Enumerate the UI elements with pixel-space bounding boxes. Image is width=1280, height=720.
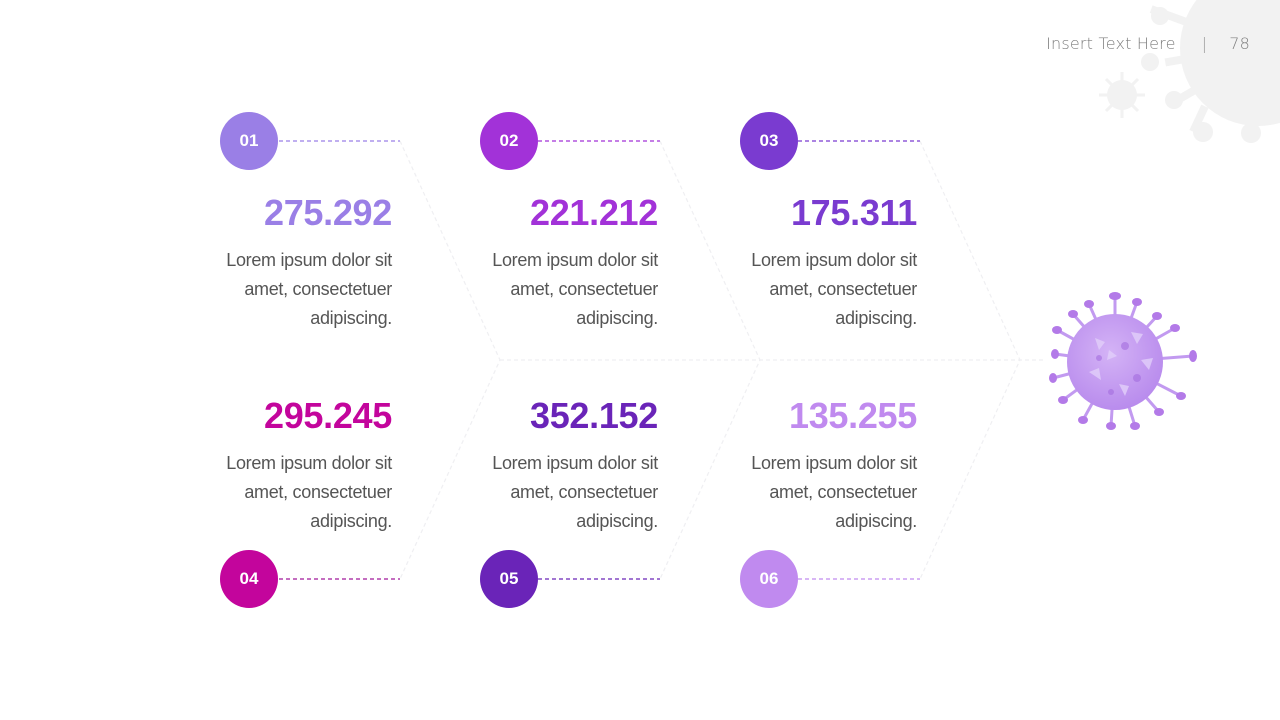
- virus-icon: [1049, 292, 1197, 430]
- stat-block-06: 135.255 Lorem ipsum dolor sit amet, cons…: [717, 396, 917, 536]
- description-line: adipiscing.: [835, 511, 917, 531]
- description-line: Lorem ipsum dolor sit: [226, 453, 392, 473]
- stat-value: 175.311: [790, 192, 917, 233]
- description-line: amet, consectetuer: [244, 482, 392, 502]
- description-line: Lorem ipsum dolor sit: [751, 453, 917, 473]
- description-line: adipiscing.: [310, 511, 392, 531]
- description-line: amet, consectetuer: [510, 279, 658, 299]
- description-line: adipiscing.: [310, 308, 392, 328]
- slide-header: Insert Text Here | 78: [1046, 34, 1250, 53]
- header-title: Insert Text Here: [1046, 34, 1176, 53]
- stat-block-05: 352.152 Lorem ipsum dolor sit amet, cons…: [458, 396, 658, 536]
- description-line: amet, consectetuer: [510, 482, 658, 502]
- stat-description: Lorem ipsum dolor sit amet, consectetuer…: [458, 246, 658, 333]
- stat-block-03: 175.311 Lorem ipsum dolor sit amet, cons…: [717, 193, 917, 333]
- description-line: Lorem ipsum dolor sit: [492, 250, 658, 270]
- stat-value: 352.152: [529, 395, 658, 436]
- stat-value: 295.245: [263, 395, 392, 436]
- stat-block-02: 221.212 Lorem ipsum dolor sit amet, cons…: [458, 193, 658, 333]
- description-line: Lorem ipsum dolor sit: [751, 250, 917, 270]
- stat-value: 221.212: [529, 192, 658, 233]
- description-line: Lorem ipsum dolor sit: [492, 453, 658, 473]
- stat-block-01: 275.292 Lorem ipsum dolor sit amet, cons…: [192, 193, 392, 333]
- description-line: adipiscing.: [576, 308, 658, 328]
- stat-block-04: 295.245 Lorem ipsum dolor sit amet, cons…: [192, 396, 392, 536]
- description-line: Lorem ipsum dolor sit: [226, 250, 392, 270]
- step-badge-05: 05: [480, 550, 538, 608]
- header-separator: |: [1201, 34, 1208, 53]
- stat-description: Lorem ipsum dolor sit amet, consectetuer…: [458, 449, 658, 536]
- description-line: amet, consectetuer: [769, 482, 917, 502]
- page-number: 78: [1229, 34, 1250, 53]
- step-badge-03: 03: [740, 112, 798, 170]
- stat-description: Lorem ipsum dolor sit amet, consectetuer…: [192, 449, 392, 536]
- step-badge-02: 02: [480, 112, 538, 170]
- description-line: amet, consectetuer: [244, 279, 392, 299]
- stat-description: Lorem ipsum dolor sit amet, consectetuer…: [192, 246, 392, 333]
- description-line: adipiscing.: [576, 511, 658, 531]
- description-line: amet, consectetuer: [769, 279, 917, 299]
- stat-value: 275.292: [263, 192, 392, 233]
- stat-description: Lorem ipsum dolor sit amet, consectetuer…: [717, 449, 917, 536]
- stat-value: 135.255: [788, 395, 917, 436]
- step-badge-04: 04: [220, 550, 278, 608]
- step-badge-01: 01: [220, 112, 278, 170]
- step-badge-06: 06: [740, 550, 798, 608]
- stat-description: Lorem ipsum dolor sit amet, consectetuer…: [717, 246, 917, 333]
- description-line: adipiscing.: [835, 308, 917, 328]
